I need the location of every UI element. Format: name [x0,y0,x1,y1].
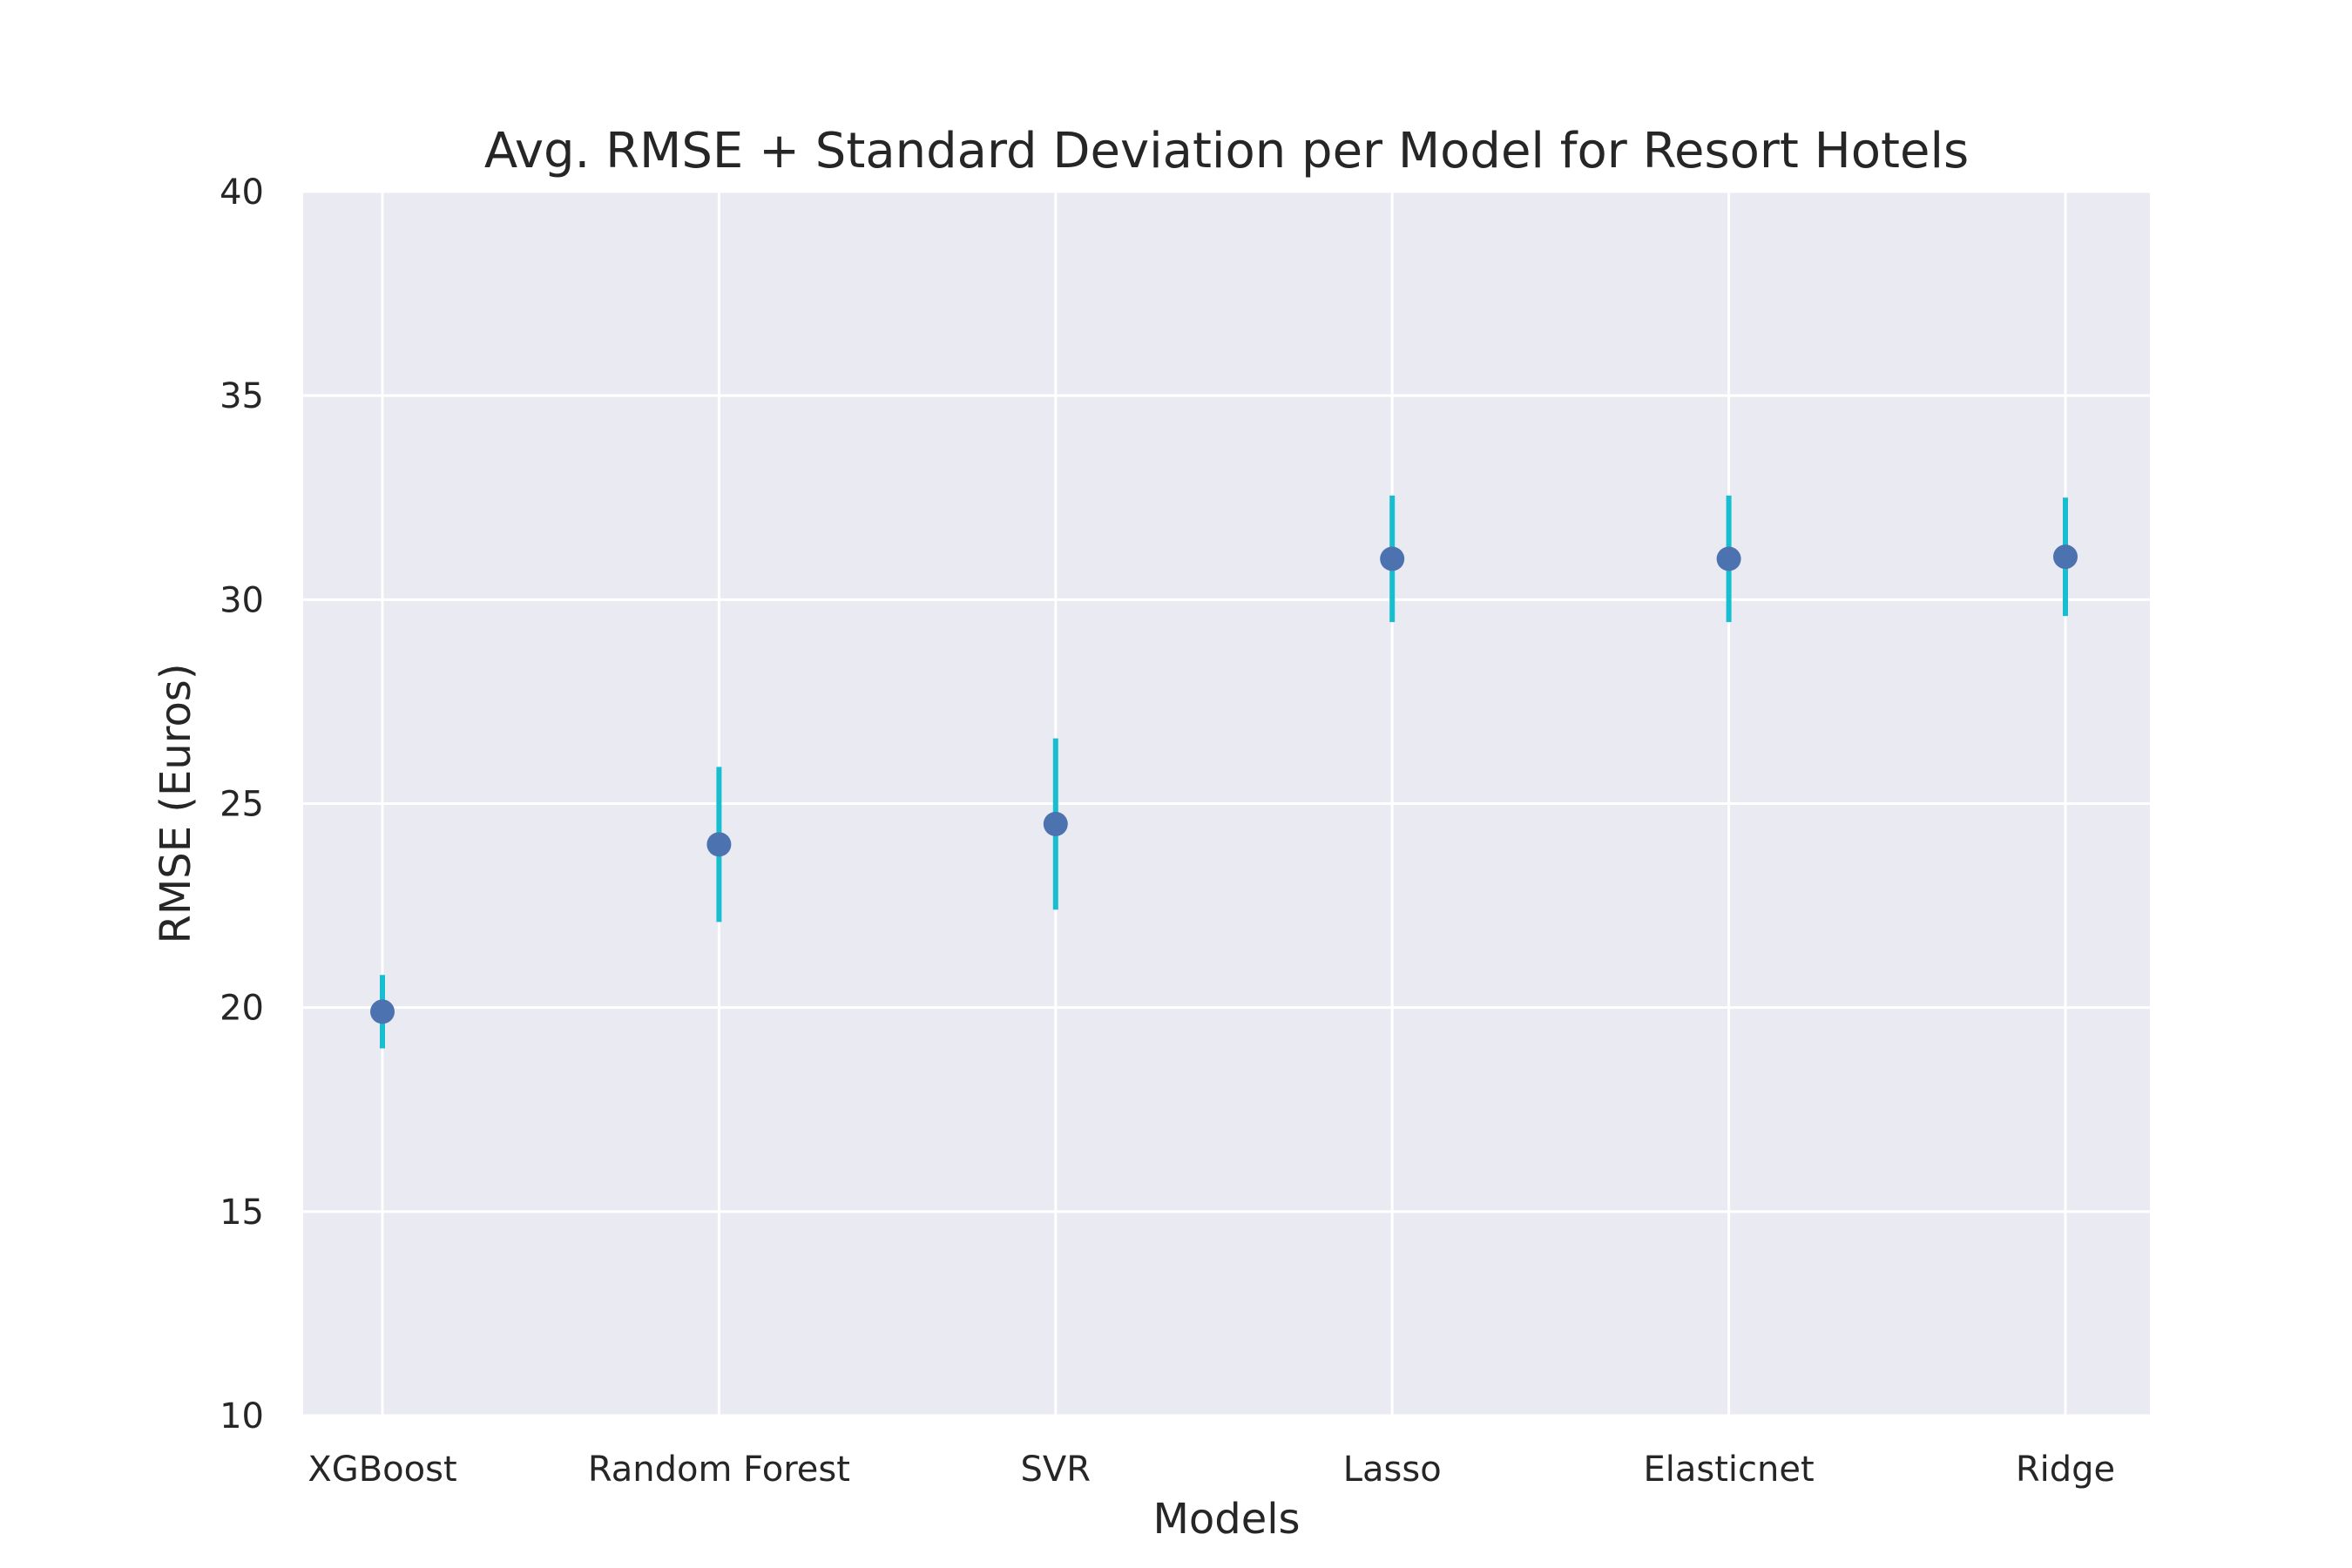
markers [370,544,2078,1024]
data-point [1043,811,1068,836]
y-tick-label: 30 [220,580,264,620]
data-point [706,832,732,857]
x-tick-label: SVR [1021,1450,1092,1490]
x-tick-labels: XGBoost Random Forest SVR Lasso Elasticnet Ri… [308,1450,2115,1490]
data-point [370,999,395,1024]
y-tick-label: 35 [220,376,264,416]
y-axis-label: RMSE (Euros) [152,663,200,943]
x-tick-label: Ridge [2016,1450,2115,1490]
x-tick-label: Lasso [1343,1450,1442,1490]
x-tick-label: Elasticnet [1644,1450,1815,1490]
data-point [2053,544,2078,570]
y-tick-labels: 10 15 20 25 30 35 40 [220,172,264,1436]
y-tick-label: 40 [220,172,264,213]
chart-title: Avg. RMSE + Standard Deviation per Model… [484,123,1969,179]
y-tick-label: 25 [220,785,264,825]
x-tick-label: XGBoost [308,1450,456,1490]
y-tick-label: 15 [220,1193,264,1233]
x-axis-label: Models [1152,1495,1300,1544]
x-tick-label: Random Forest [588,1450,850,1490]
data-point [1716,546,1741,571]
y-tick-label: 10 [220,1396,264,1436]
y-tick-label: 20 [220,989,264,1029]
data-point [1380,546,1405,571]
